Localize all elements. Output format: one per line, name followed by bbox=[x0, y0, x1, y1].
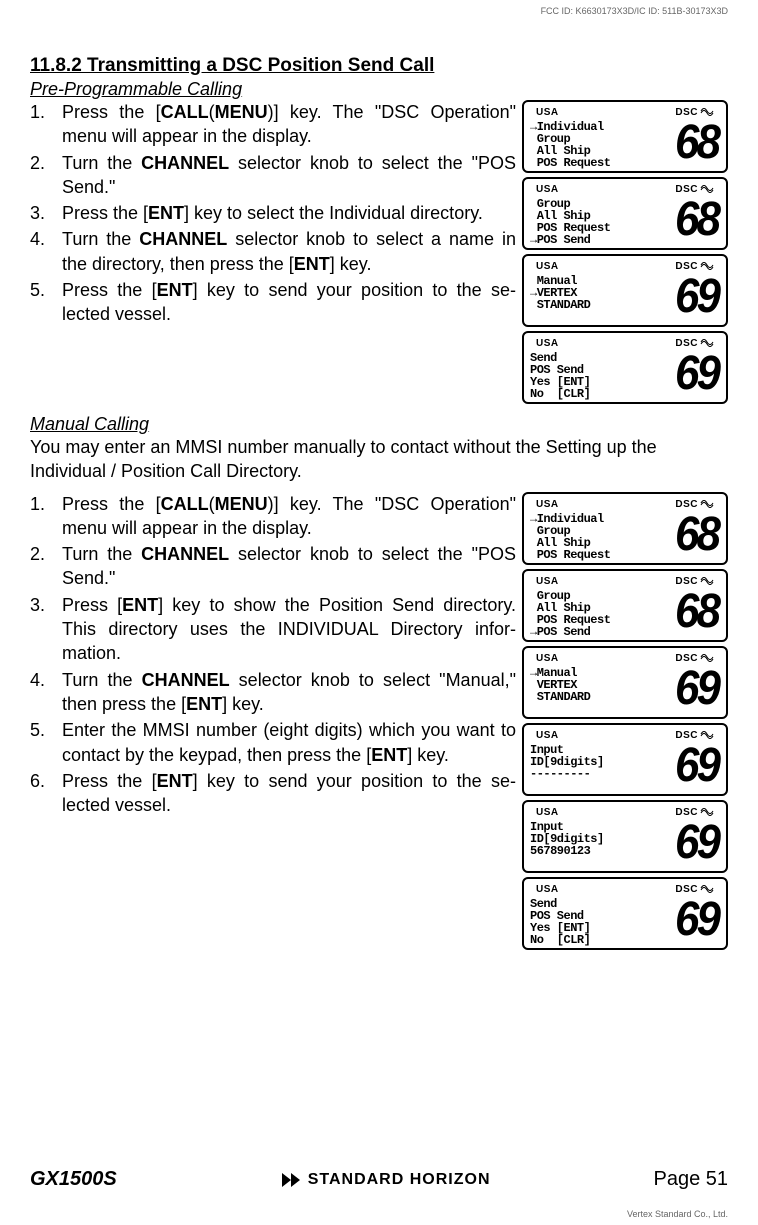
step-text: Press the [ENT] key to send your positio… bbox=[62, 278, 516, 327]
lcd-screen: USADSCSend POS Send Yes [ENT] No [CLR]69 bbox=[522, 877, 728, 950]
step-text: Turn the CHANNEL selector knob to select… bbox=[62, 542, 516, 591]
step-text: Press the [ENT] key to select the Indivi… bbox=[62, 201, 516, 225]
section-title: 11.8.2 Transmitting a DSC Position Send … bbox=[30, 55, 728, 77]
step-num: 6. bbox=[30, 769, 62, 818]
sub-heading-1: Pre-Programmable Calling bbox=[30, 79, 728, 100]
lcd-usa: USA bbox=[536, 338, 559, 349]
lcd-channel: 68 bbox=[675, 510, 720, 563]
fcc-id: FCC ID: K6630173X3D/IC ID: 511B-30173X3D bbox=[541, 6, 728, 16]
lcd-channel: 69 bbox=[675, 273, 720, 326]
lcd-usa: USA bbox=[536, 884, 559, 895]
lcd-channel: 69 bbox=[675, 818, 720, 871]
step-text: Turn the CHANNEL selector knob to select… bbox=[62, 151, 516, 200]
lcd-column-2: USADSC→Individual Group All Ship POS Req… bbox=[522, 492, 728, 950]
lcd-channel: 69 bbox=[675, 741, 720, 794]
page-number: Page 51 bbox=[653, 1168, 728, 1191]
lcd-menu-lines: →Individual Group All Ship POS Request bbox=[530, 513, 671, 561]
lcd-channel: 69 bbox=[675, 895, 720, 948]
lcd-usa: USA bbox=[536, 261, 559, 272]
lcd-menu-lines: Input ID[9digits] 567890123 bbox=[530, 821, 671, 869]
step-num: 2. bbox=[30, 151, 62, 200]
step-num: 3. bbox=[30, 593, 62, 666]
lcd-usa: USA bbox=[536, 107, 559, 118]
lcd-menu-lines: →Individual Group All Ship POS Request bbox=[530, 121, 671, 169]
page-footer: GX1500S STANDARD HORIZON Page 51 bbox=[30, 1168, 728, 1191]
lcd-menu-lines: Manual →VERTEX STANDARD bbox=[530, 275, 671, 323]
step-num: 4. bbox=[30, 227, 62, 276]
step-num: 1. bbox=[30, 100, 62, 149]
lcd-column-1: USADSC→Individual Group All Ship POS Req… bbox=[522, 100, 728, 404]
lcd-screen: USADSC Group All Ship POS Request →POS S… bbox=[522, 177, 728, 250]
vertex-copyright: Vertex Standard Co., Ltd. bbox=[627, 1209, 728, 1219]
brand-logo: STANDARD HORIZON bbox=[280, 1171, 491, 1189]
step-text: Turn the CHANNEL selector knob to select… bbox=[62, 227, 516, 276]
lcd-channel: 68 bbox=[675, 587, 720, 640]
steps-list-2: 1. Press the [CALL(MENU)] key. The "DSC … bbox=[30, 492, 516, 820]
lcd-usa: USA bbox=[536, 184, 559, 195]
manual-intro: You may enter an MMSI number manually to… bbox=[30, 435, 728, 484]
lcd-screen: USADSCInput ID[9digits] 567890123 69 bbox=[522, 800, 728, 873]
step-num: 1. bbox=[30, 492, 62, 541]
lcd-screen: USADSC→Individual Group All Ship POS Req… bbox=[522, 100, 728, 173]
horizon-icon bbox=[280, 1171, 302, 1189]
lcd-channel: 69 bbox=[675, 350, 720, 403]
step-text: Press the [ENT] key to send your positio… bbox=[62, 769, 516, 818]
lcd-menu-lines: Group All Ship POS Request →POS Send bbox=[530, 590, 671, 638]
step-num: 3. bbox=[30, 201, 62, 225]
step-text: Enter the MMSI number (eight digits) whi… bbox=[62, 718, 516, 767]
step-text: Turn the CHANNEL selector knob to select… bbox=[62, 668, 516, 717]
lcd-usa: USA bbox=[536, 807, 559, 818]
lcd-screen: USADSCInput ID[9digits] --------- 69 bbox=[522, 723, 728, 796]
manual-page: FCC ID: K6630173X3D/IC ID: 511B-30173X3D… bbox=[0, 0, 758, 1225]
manual-section: 1. Press the [CALL(MENU)] key. The "DSC … bbox=[30, 492, 728, 950]
lcd-menu-lines: Send POS Send Yes [ENT] No [CLR] bbox=[530, 352, 671, 400]
lcd-menu-lines: Group All Ship POS Request →POS Send bbox=[530, 198, 671, 246]
step-num: 4. bbox=[30, 668, 62, 717]
lcd-channel: 69 bbox=[675, 664, 720, 717]
step-num: 5. bbox=[30, 278, 62, 327]
step-num: 2. bbox=[30, 542, 62, 591]
step-text: Press the [CALL(MENU)] key. The "DSC Ope… bbox=[62, 100, 516, 149]
lcd-usa: USA bbox=[536, 653, 559, 664]
step-num: 5. bbox=[30, 718, 62, 767]
lcd-screen: USADSC→Manual VERTEX STANDARD 69 bbox=[522, 646, 728, 719]
sub-heading-2: Manual Calling bbox=[30, 414, 728, 435]
steps-list-1: 1. Press the [CALL(MENU)] key. The "DSC … bbox=[30, 100, 516, 329]
lcd-screen: USADSC Group All Ship POS Request →POS S… bbox=[522, 569, 728, 642]
lcd-menu-lines: Input ID[9digits] --------- bbox=[530, 744, 671, 792]
lcd-usa: USA bbox=[536, 730, 559, 741]
pre-programmable-section: 1. Press the [CALL(MENU)] key. The "DSC … bbox=[30, 100, 728, 404]
lcd-menu-lines: →Manual VERTEX STANDARD bbox=[530, 667, 671, 715]
lcd-usa: USA bbox=[536, 499, 559, 510]
step-text: Press [ENT] key to show the Position Sen… bbox=[62, 593, 516, 666]
step-text: Press the [CALL(MENU)] key. The "DSC Ope… bbox=[62, 492, 516, 541]
brand-text: STANDARD HORIZON bbox=[308, 1171, 491, 1189]
lcd-menu-lines: Send POS Send Yes [ENT] No [CLR] bbox=[530, 898, 671, 946]
lcd-channel: 68 bbox=[675, 196, 720, 249]
lcd-channel: 68 bbox=[675, 119, 720, 172]
model-number: GX1500S bbox=[30, 1168, 117, 1191]
lcd-screen: USADSC Manual →VERTEX STANDARD 69 bbox=[522, 254, 728, 327]
lcd-usa: USA bbox=[536, 576, 559, 587]
lcd-screen: USADSCSend POS Send Yes [ENT] No [CLR]69 bbox=[522, 331, 728, 404]
lcd-screen: USADSC→Individual Group All Ship POS Req… bbox=[522, 492, 728, 565]
